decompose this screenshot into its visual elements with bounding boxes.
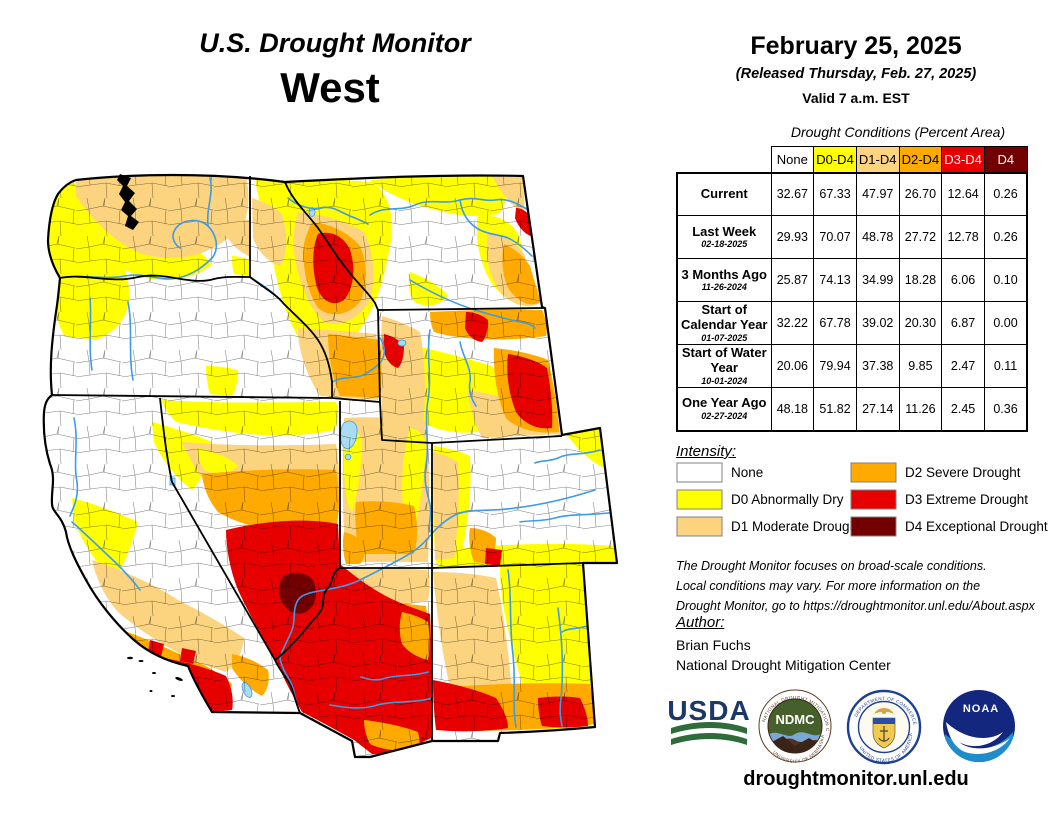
row-label: Current [700,185,748,201]
none-swatch [676,462,723,483]
table-row: Start of Water Year 10-01-2024 20.06 79.9… [676,344,1029,388]
ndmc-logo: NATIONAL DROUGHT MITIGATION CENTER UNIVE… [758,689,832,764]
site-url: droughtmonitor.unl.edu [743,768,969,790]
legend-label: D1 Moderate Drought [731,519,861,534]
table-row: Start of Calendar Year 01-07-2025 32.22 6… [676,301,1029,345]
col-d4: D4 [983,146,1028,173]
row-date: 02-18-2025 [701,239,748,250]
table-row: Last Week 02-18-2025 29.93 70.07 48.78 27… [676,215,1029,259]
disclaimer-text: The Drought Monitor focuses on broad-sca… [676,559,1035,613]
rivers [59,177,616,728]
table-row: 3 Months Ago 11-26-2024 25.87 74.13 34.99… [676,258,1029,302]
legend-label: D0 Abnormally Dry [731,492,844,507]
d3-swatch [850,489,897,510]
svg-text:NDMC: NDMC [776,712,816,727]
puget-sound [117,174,139,230]
legend-item-d1: D1 Moderate Drought [676,516,861,537]
intensity-title: Intensity: [676,443,737,460]
row-label: Start of Calendar Year [681,302,768,332]
report-title: U.S. Drought Monitor [199,28,471,58]
drought-map-west [42,173,619,759]
author-name: Brian Fuchs [676,637,751,653]
legend-item-none: None [676,462,861,483]
author-title: Author: [676,614,725,631]
released-date: (Released Thursday, Feb. 27, 2025) [735,66,977,82]
row-date: 11-26-2024 [701,282,747,293]
row-date: 01-07-2025 [701,332,748,343]
col-d2-d4: D2-D4 [898,146,943,173]
state-borders [51,176,584,741]
region-title: West [280,64,380,111]
col-d0-d4: D0-D4 [813,146,857,173]
col-none: None [770,146,815,173]
d0-swatch [676,489,723,510]
legend-label: D4 Exceptional Drought [905,519,1048,534]
row-date: 02-27-2024 [701,411,748,422]
map-date: February 25, 2025 [750,32,962,60]
d2-swatch [850,462,897,483]
doc-seal-logo: DEPARTMENT OF COMMERCE UNITED STATES OF … [846,689,922,765]
table-row: One Year Ago 02-27-2024 48.18 51.82 27.14… [676,387,1029,432]
svg-text:USDA: USDA [668,695,750,726]
channel-islands [127,656,183,697]
legend-item-d0: D0 Abnormally Dry [676,489,861,510]
legend-item-d3: D3 Extreme Drought [850,489,1048,510]
legend-item-d2: D2 Severe Drought [850,462,1048,483]
usda-logo: USDA [668,695,750,745]
legend-label: None [731,465,764,480]
row-label: Last Week [692,223,757,239]
legend-item-d4: D4 Exceptional Drought [850,516,1048,537]
noaa-logo: NOAA [943,690,1015,763]
table-header-row: None D0-D4 D1-D4 D2-D4 D3-D4 D4 [677,146,1028,173]
drought-conditions-table: None D0-D4 D1-D4 D2-D4 D3-D4 D4 Current … [676,146,1029,432]
table-caption: Drought Conditions (Percent Area) [790,124,1006,140]
col-d3-d4: D3-D4 [941,146,985,173]
valid-time: Valid 7 a.m. EST [802,90,910,106]
d4-swatch [850,516,897,537]
row-label: 3 Months Ago [681,266,767,282]
legend-label: D2 Severe Drought [905,465,1021,480]
author-org: National Drought Mitigation Center [676,657,891,673]
region-outline [42,173,619,759]
legend-label: D3 Extreme Drought [905,492,1029,507]
col-d1-d4: D1-D4 [855,146,900,173]
row-label: One Year Ago [681,395,767,411]
table-header-blank [677,146,771,173]
svg-text:NOAA: NOAA [963,703,999,715]
table-row: Current 32.67 67.33 47.97 26.70 12.64 0.… [676,171,1029,216]
row-date: 10-01-2024 [701,375,748,386]
d1-swatch [676,516,723,537]
row-label: Start of Water Year [681,345,767,375]
county-lines [43,175,617,757]
